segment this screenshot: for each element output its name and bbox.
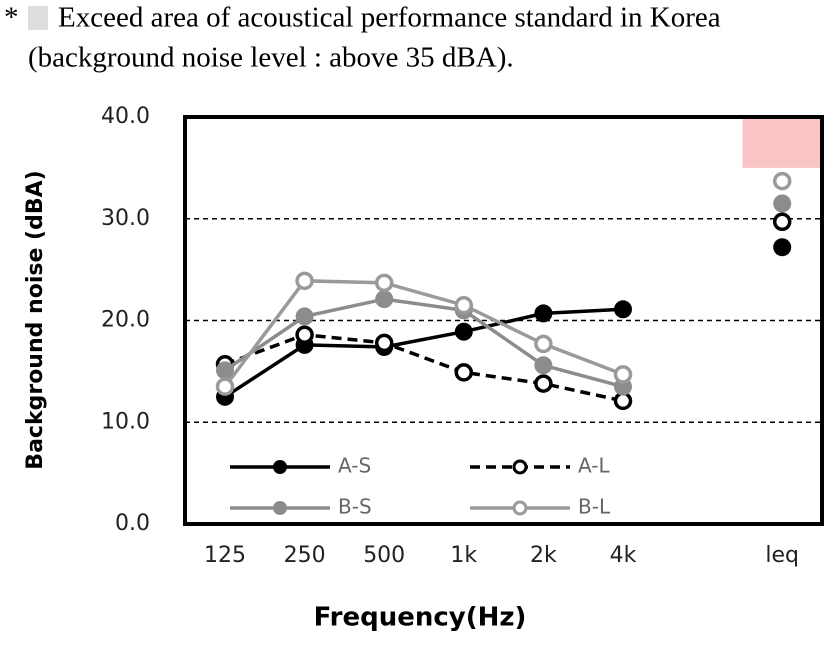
- legend-label: A-L: [578, 454, 610, 478]
- point: [295, 307, 314, 326]
- point: [295, 271, 314, 291]
- y-tick-label: 10.0: [101, 409, 150, 434]
- legend-label: B-S: [338, 495, 372, 519]
- point: [534, 304, 553, 323]
- point: [216, 361, 234, 380]
- y-tick-label: 0.0: [115, 511, 150, 536]
- note-line: (background noise level : above 35 dBA).: [28, 42, 514, 74]
- point: [534, 334, 553, 354]
- point: [772, 212, 792, 232]
- y-tick-label: 30.0: [101, 206, 150, 231]
- note-line: Exceed area of acoustical performance st…: [58, 2, 721, 34]
- point: [375, 290, 394, 309]
- x-tick-label: leq: [765, 543, 799, 568]
- y-tick-label: 20.0: [101, 308, 150, 333]
- point: [534, 374, 553, 393]
- series-line: [225, 203, 782, 386]
- point: [773, 238, 792, 257]
- point: [295, 325, 314, 344]
- exceed-area: [742, 117, 822, 168]
- legend-label: B-L: [578, 495, 611, 519]
- x-tick-label: 2k: [530, 543, 557, 568]
- legend-label: A-S: [338, 454, 371, 478]
- point: [215, 377, 235, 396]
- point: [454, 295, 474, 315]
- note-marker: *: [4, 2, 19, 34]
- x-tick-label: 4k: [610, 543, 637, 568]
- point: [614, 300, 632, 319]
- point: [772, 171, 792, 191]
- point: [534, 356, 553, 375]
- x-tick-label: 125: [204, 543, 246, 568]
- y-tick-label: 40.0: [101, 104, 150, 129]
- point: [454, 322, 473, 341]
- point: [773, 194, 792, 213]
- point: [374, 333, 394, 353]
- legend-marker: [512, 500, 528, 516]
- y-axis-label: Background noise (dBA): [23, 170, 48, 469]
- point: [454, 363, 474, 382]
- legend-marker: [512, 459, 528, 475]
- note-swatch: [28, 6, 48, 30]
- x-tick-label: 1k: [450, 543, 477, 568]
- x-tick-label: 500: [363, 543, 405, 568]
- plot-frame: [183, 115, 824, 526]
- legend-marker: [273, 501, 287, 515]
- x-tick-label: 250: [284, 543, 326, 568]
- legend-marker: [273, 460, 287, 474]
- point: [613, 365, 633, 384]
- point: [374, 273, 394, 293]
- x-axis-label: Frequency(Hz): [314, 603, 527, 633]
